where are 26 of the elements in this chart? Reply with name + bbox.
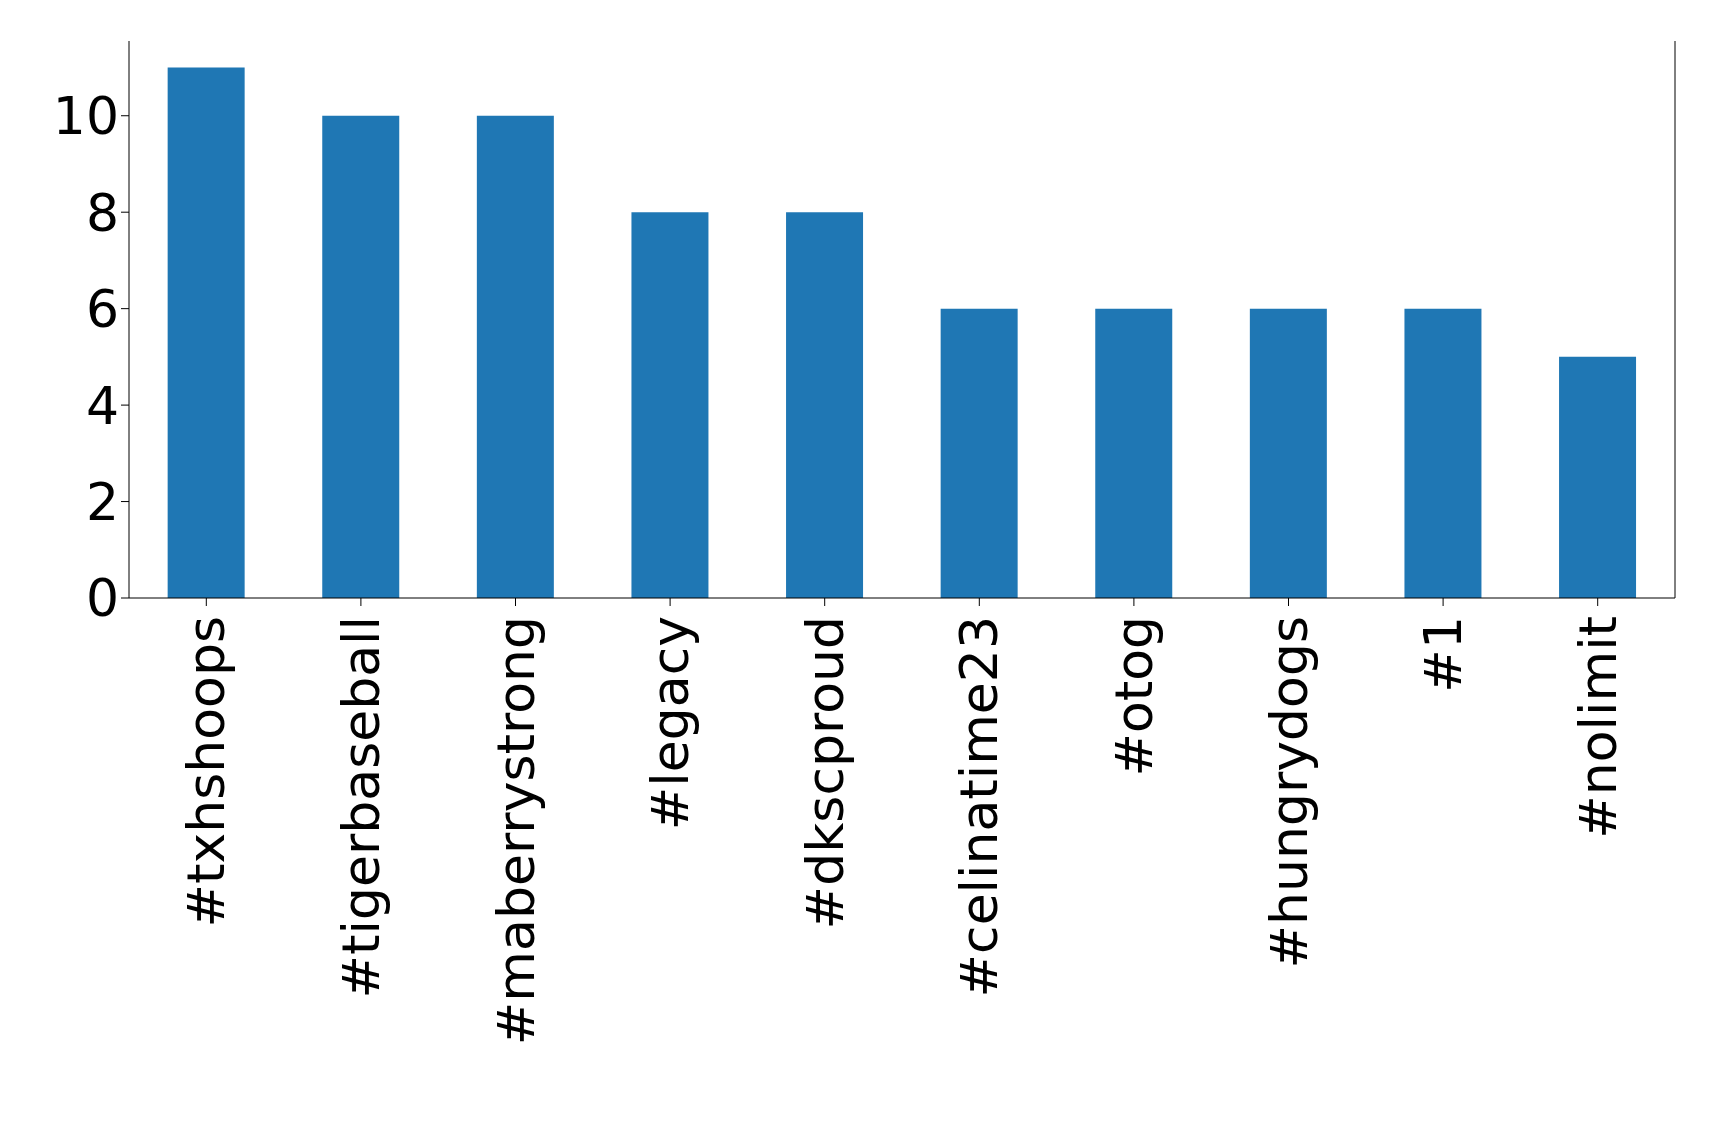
x-tick-label: #hungrydogs <box>1258 616 1319 969</box>
y-tick-label: 0 <box>85 568 119 629</box>
x-tick-label: #maberrystrong <box>485 616 546 1046</box>
bar <box>940 308 1018 598</box>
bar <box>167 67 245 598</box>
bar <box>786 212 864 598</box>
y-tick-label: 10 <box>52 86 119 147</box>
x-tick-label: #celinatime23 <box>949 616 1010 998</box>
bar <box>1404 308 1482 598</box>
bar <box>1249 308 1327 598</box>
y-tick-label: 4 <box>85 375 119 436</box>
x-tick-label: #otog <box>1103 616 1164 777</box>
x-tick-label: #nolimit <box>1567 616 1628 839</box>
x-tick-label: #legacy <box>640 616 701 831</box>
bar <box>1559 356 1637 598</box>
y-tick-label: 6 <box>85 279 119 340</box>
x-tick-label: #1 <box>1413 616 1474 693</box>
bar <box>322 115 400 598</box>
bar <box>476 115 554 598</box>
y-tick-label: 8 <box>85 182 119 243</box>
bar <box>631 212 709 598</box>
x-tick-label: #txhshoops <box>176 616 237 928</box>
bar <box>1095 308 1173 598</box>
x-tick-label: #tigerbaseball <box>330 616 391 999</box>
y-tick-label: 2 <box>85 472 119 533</box>
x-tick-label: #dkscproud <box>794 616 855 930</box>
